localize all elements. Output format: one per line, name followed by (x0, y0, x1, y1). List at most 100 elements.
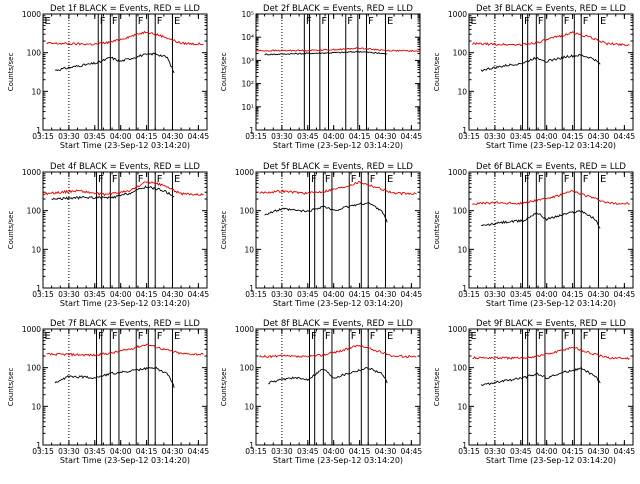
y-axis-label: Counts/sec (220, 368, 228, 407)
y-tick-label: 1000 (448, 168, 467, 177)
panel: Det 4f BLACK = Events, RED = LLD 1 10 100 10… (7, 162, 209, 308)
marker-label: F (98, 174, 104, 185)
x-tick-label: 04:15 (349, 290, 371, 299)
marker-label: F (583, 16, 589, 27)
marker-label: F (311, 331, 317, 342)
x-tick-label: 04:15 (136, 290, 158, 299)
marker-label: F (524, 331, 530, 342)
plot-frame (42, 13, 208, 131)
marker-label: F (351, 331, 357, 342)
x-tick-label: 04:30 (162, 290, 184, 299)
events-series-line (54, 366, 175, 389)
x-tick-label: 04:30 (588, 132, 610, 141)
panel: Det 9f BLACK = Events, RED = LLD 1 10 100 10… (433, 319, 635, 465)
y-tick-label: 10¹ (241, 103, 254, 112)
x-tick-label: 03:45 (510, 132, 532, 141)
lld-series-line (259, 344, 417, 359)
x-axis-label: Start Time (23-Sep-12 03:14:20) (60, 299, 190, 308)
marker-label: F (325, 174, 331, 185)
marker-label: E (471, 16, 477, 27)
x-tick-label: 04:15 (349, 132, 371, 141)
marker-label: F (370, 174, 376, 185)
x-tick-label: 03:45 (297, 132, 319, 141)
y-tick-label: 1000 (235, 168, 254, 177)
events-series-line (264, 50, 388, 56)
y-tick-label: 1000 (448, 10, 467, 19)
y-tick-label: 10⁵ (241, 10, 254, 19)
x-tick-label: 04:15 (136, 447, 158, 456)
lld-series-line (42, 181, 204, 197)
y-axis-label: Counts/sec (433, 53, 441, 92)
x-tick-label: 04:45 (614, 290, 636, 299)
x-tick-label: 03:30 (271, 290, 293, 299)
y-tick-label: 100 (453, 49, 468, 58)
marker-label: F (347, 16, 353, 27)
x-tick-label: 04:30 (588, 290, 610, 299)
events-series-line (480, 53, 601, 72)
panel-title: Det 1f BLACK = Events, RED = LLD (50, 4, 200, 14)
plot-frame (42, 171, 208, 289)
y-axis-label: Counts/sec (7, 368, 15, 407)
y-tick-label: 1 (462, 126, 467, 135)
plot-frame (468, 328, 634, 446)
x-tick-label: 04:00 (536, 290, 558, 299)
x-tick-label: 04:45 (401, 132, 423, 141)
events-series-line (51, 185, 175, 201)
x-tick-label: 03:15 (245, 447, 267, 456)
panel-title: Det 9f BLACK = Events, RED = LLD (476, 319, 626, 329)
plot-frame (468, 13, 634, 131)
x-tick-label: 03:30 (58, 447, 80, 456)
x-axis-label: Start Time (23-Sep-12 03:14:20) (486, 141, 616, 150)
plot-frame (255, 328, 421, 446)
x-tick-label: 03:15 (32, 290, 54, 299)
plot-frame (255, 171, 421, 289)
y-tick-label: 1000 (448, 325, 467, 334)
marker-label: E (387, 331, 393, 342)
y-tick-label: 100 (453, 207, 468, 216)
y-tick-label: 10 (31, 87, 41, 96)
lld-series-line (472, 189, 630, 206)
lld-series-line (472, 31, 630, 47)
marker-label: F (306, 16, 312, 27)
x-tick-label: 03:15 (245, 132, 267, 141)
marker-label: F (98, 331, 104, 342)
y-axis-label: Counts/sec (220, 53, 228, 92)
marker-label: F (157, 174, 163, 185)
x-tick-label: 04:30 (375, 447, 397, 456)
events-series-line (480, 367, 601, 387)
panel: Det 1f BLACK = Events, RED = LLD 1 10 100 10… (7, 4, 209, 150)
panel-title: Det 2f BLACK = Events, RED = LLD (263, 4, 413, 14)
lld-series-line (46, 30, 204, 46)
marker-label: F (138, 331, 144, 342)
x-axis-label: Start Time (23-Sep-12 03:14:20) (273, 299, 403, 308)
x-tick-label: 04:00 (536, 447, 558, 456)
marker-label: F (351, 174, 357, 185)
x-tick-label: 03:15 (32, 132, 54, 141)
y-tick-label: 1 (36, 126, 41, 135)
panel: Det 6f BLACK = Events, RED = LLD 1 10 100 10… (433, 162, 635, 308)
marker-label: F (524, 174, 530, 185)
x-tick-label: 04:00 (323, 447, 345, 456)
y-tick-label: 10 (31, 402, 41, 411)
marker-label: F (370, 331, 376, 342)
marker-label: F (564, 174, 570, 185)
y-tick-label: 10³ (241, 56, 254, 65)
x-axis-label: Start Time (23-Sep-12 03:14:20) (60, 141, 190, 150)
x-tick-label: 03:45 (510, 447, 532, 456)
x-tick-label: 03:15 (245, 290, 267, 299)
marker-label: E (45, 16, 51, 27)
y-axis-label: Counts/sec (433, 368, 441, 407)
marker-label: F (524, 16, 530, 27)
events-series-line (268, 367, 388, 385)
x-tick-label: 04:00 (536, 132, 558, 141)
lld-series-line (255, 47, 421, 53)
panel-title: Det 5f BLACK = Events, RED = LLD (263, 162, 413, 172)
x-tick-label: 04:45 (401, 290, 423, 299)
x-tick-label: 03:15 (32, 447, 54, 456)
marker-label: F (112, 16, 118, 27)
marker-label: E (387, 174, 393, 185)
events-series-line (264, 202, 388, 223)
marker-label: E (600, 174, 606, 185)
